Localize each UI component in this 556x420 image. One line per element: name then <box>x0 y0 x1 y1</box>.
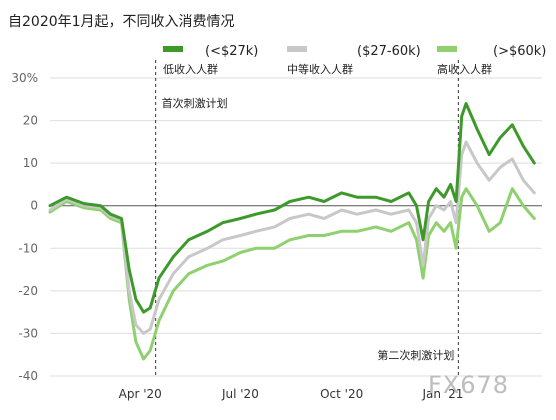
stimulus-marker-label: 第二次刺激计划 <box>377 348 454 362</box>
y-tick-label: -20 <box>18 284 38 298</box>
y-tick-label: 30% <box>11 71 38 85</box>
y-tick-label: 0 <box>30 199 38 213</box>
legend-swatch-middle-income <box>287 46 307 52</box>
x-tick-label: Jul '20 <box>221 387 259 401</box>
watermark: FX678 <box>428 371 509 399</box>
series-line-low-income <box>48 102 536 314</box>
y-axis-ticks: 30% 20 10 0 -10 -20 -30 -40 <box>11 71 38 383</box>
legend-group-low-income: 低收入人群 <box>163 62 218 76</box>
chart-title: 自2020年1月起，不同收入消费情况 <box>8 14 235 30</box>
y-gridlines <box>50 77 542 377</box>
x-axis-ticks: Apr '20 Jul '20 Oct '20 Jan '21 <box>119 387 464 401</box>
x-tick-label: Oct '20 <box>320 387 363 401</box>
legend: (<$27k) 低收入人群 ($27-60k) 中等收入人群 (>$60k)高收入人群 <box>163 44 546 76</box>
legend-name-low-income: (<$27k) <box>205 44 258 59</box>
series-line-middle-income <box>48 140 536 335</box>
legend-swatch-high-income <box>437 46 457 52</box>
legend-swatch-low-income <box>163 46 183 52</box>
stimulus-marker-label: 首次刺激计划 <box>162 96 228 110</box>
y-tick-label: -10 <box>18 241 38 255</box>
legend-name-middle-income: ($27-60k) <box>357 44 421 59</box>
y-tick-label: -40 <box>18 369 38 383</box>
x-tick-label: Jan '21 <box>421 387 463 401</box>
series-lines <box>48 102 536 361</box>
x-tick-label: Apr '20 <box>119 387 162 401</box>
y-tick-label: 20 <box>23 114 38 128</box>
series-line-high-income <box>48 187 536 361</box>
legend-group-high-income: 高收入人群 <box>437 62 492 76</box>
y-tick-label: 10 <box>23 156 38 170</box>
y-tick-label: -30 <box>18 326 38 340</box>
legend-name-high-income: (>$60k) <box>493 44 546 59</box>
legend-group-middle-income: 中等收入人群 <box>287 62 353 76</box>
